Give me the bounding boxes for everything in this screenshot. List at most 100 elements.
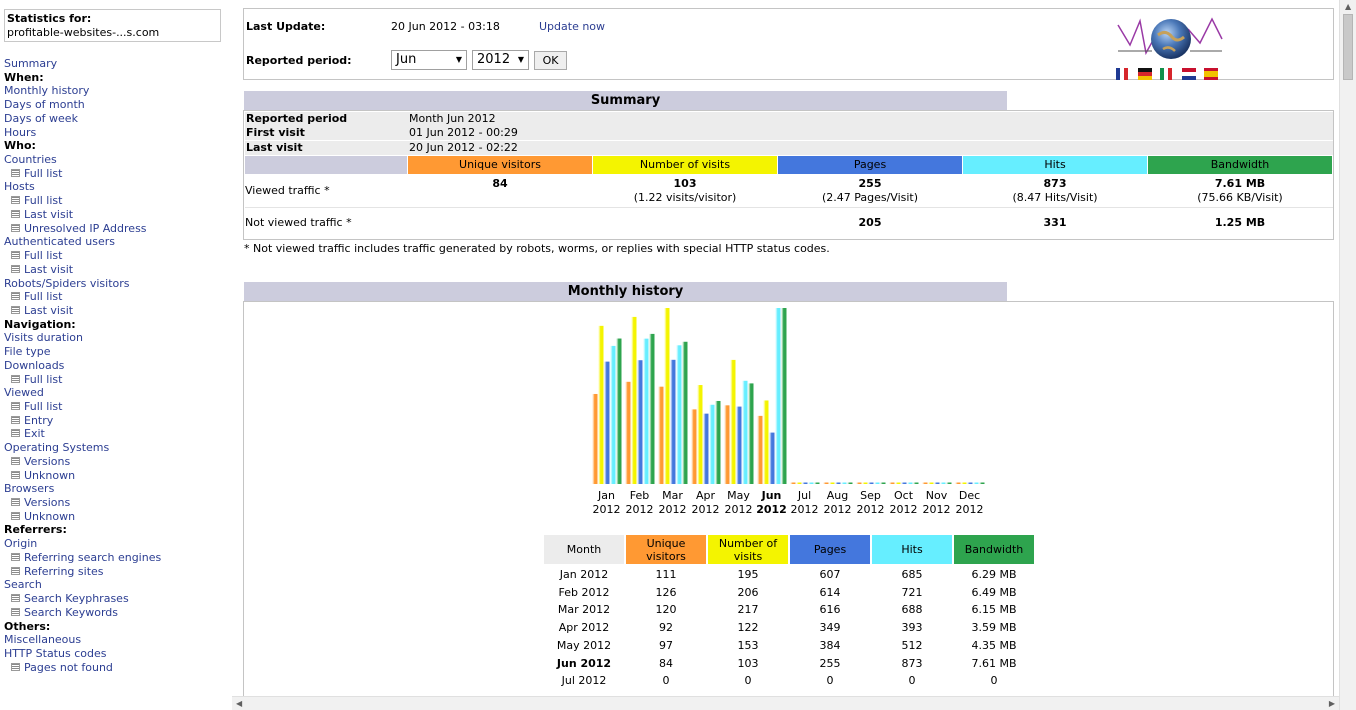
- menu-item-label: Hosts: [4, 180, 35, 194]
- menu-link[interactable]: HTTP Status codes: [4, 647, 106, 661]
- menu-link[interactable]: Operating Systems: [4, 441, 109, 455]
- bar-pages-jan: [604, 361, 610, 484]
- menu-subitem[interactable]: Full list: [11, 290, 62, 304]
- menu-subitem[interactable]: Search Keyphrases: [11, 592, 129, 606]
- table-cell-visits: 195: [737, 568, 759, 581]
- menu-subitem[interactable]: Entry: [11, 414, 53, 428]
- menu-link[interactable]: Hosts: [4, 180, 35, 194]
- menu-link[interactable]: Browsers: [4, 482, 54, 496]
- list-icon: [11, 662, 20, 671]
- menu-subitem[interactable]: Full list: [11, 400, 62, 414]
- month-name: Dec: [958, 489, 981, 502]
- menu-item-label: Last visit: [24, 262, 74, 276]
- month-axis-label: Apr 2012: [689, 489, 722, 517]
- menu-link[interactable]: Downloads: [4, 359, 64, 373]
- bar-bandwidth-aug: [847, 482, 853, 484]
- bar-unique-sep: [856, 482, 862, 484]
- summary-title: Summary: [244, 91, 1007, 110]
- scrollbar-thumb[interactable]: [1343, 14, 1353, 80]
- scroll-up-icon[interactable]: ▲: [1345, 2, 1352, 11]
- menu-subitem[interactable]: Full list: [11, 194, 62, 208]
- month-name: Jul: [797, 489, 812, 502]
- menu-subitem[interactable]: Last visit: [11, 304, 73, 318]
- reported-period-row-value: Month Jun 2012: [409, 112, 496, 125]
- menu-link[interactable]: Days of month: [4, 98, 85, 112]
- menu-link[interactable]: Monthly history: [4, 84, 89, 98]
- scroll-right-icon[interactable]: ▶: [1328, 699, 1335, 708]
- year-select[interactable]: 2012 ▼: [472, 50, 529, 70]
- menu-subitem[interactable]: Unresolved IP Address: [11, 222, 147, 236]
- month-select[interactable]: Jun ▼: [391, 50, 467, 70]
- menu-link[interactable]: Search: [4, 578, 42, 592]
- bar-pages-jun: [769, 432, 775, 484]
- menu-subitem[interactable]: Last visit: [11, 263, 73, 277]
- bar-visits-jun: [763, 400, 769, 484]
- bar-hits-feb: [643, 338, 649, 484]
- menu-item-label: Full list: [24, 400, 63, 413]
- menu-link[interactable]: Countries: [4, 153, 57, 167]
- month-axis-label: Feb 2012: [623, 489, 656, 517]
- viewed-bandwidth: 7.61 MB (75.66 KB/Visit): [1197, 177, 1283, 204]
- menu-subitem[interactable]: Search Keywords: [11, 606, 118, 620]
- month-axis-label: Nov 2012: [920, 489, 953, 517]
- header-pages: Pages: [778, 156, 962, 174]
- table-cell-visits: 122: [737, 621, 759, 635]
- bar-unique-aug: [823, 482, 829, 484]
- menu-item-label: Unknown: [24, 509, 76, 523]
- table-cell-hits: 873: [901, 656, 923, 670]
- bar-visits-oct: [895, 482, 901, 484]
- menu-link[interactable]: Miscellaneous: [4, 633, 81, 647]
- menu-link[interactable]: File type: [4, 345, 50, 359]
- bar-hits-apr: [709, 404, 715, 484]
- table-cell-bandwidth: 3.59 MB: [971, 621, 1017, 635]
- ok-button[interactable]: OK: [534, 51, 567, 70]
- month-year: 2012: [691, 503, 720, 516]
- table-cell-month: Jun 2012: [556, 656, 612, 670]
- month-year: 2012: [955, 503, 984, 516]
- menu-subitem[interactable]: Full list: [11, 373, 62, 387]
- menu-item-label: HTTP Status codes: [4, 646, 107, 660]
- bar-visits-aug: [829, 482, 835, 484]
- scroll-left-icon[interactable]: ◀: [236, 699, 243, 708]
- menu-item-label: Monthly history: [4, 84, 90, 98]
- bar-bandwidth-mar: [682, 341, 688, 484]
- menu-link[interactable]: Authenticated users: [4, 235, 115, 249]
- menu-subitem[interactable]: Versions: [11, 496, 70, 510]
- menu-link[interactable]: Viewed: [4, 386, 44, 400]
- menu-subitem[interactable]: Versions: [11, 455, 70, 469]
- menu-link[interactable]: Robots/Spiders visitors: [4, 277, 130, 291]
- table-cell-bandwidth: 6.15 MB: [971, 603, 1017, 617]
- menu-link[interactable]: Visits duration: [4, 331, 83, 345]
- menu-link[interactable]: Hours: [4, 126, 36, 140]
- table-cell-hits: 393: [901, 621, 923, 635]
- menu-subitem[interactable]: Unknown: [11, 510, 75, 524]
- menu-subitem[interactable]: Exit: [11, 427, 45, 441]
- menu-subitem[interactable]: Pages not found: [11, 661, 113, 675]
- menu-heading: Navigation:: [4, 318, 76, 332]
- menu-link[interactable]: Days of week: [4, 112, 78, 126]
- menu-subitem[interactable]: Unknown: [11, 469, 75, 483]
- month-name: Feb: [629, 489, 650, 502]
- menu-subitem[interactable]: Last visit: [11, 208, 73, 222]
- update-now-link[interactable]: Update now: [539, 20, 606, 33]
- bar-hits-sep: [874, 482, 880, 484]
- vertical-scrollbar[interactable]: ▲: [1339, 0, 1356, 710]
- menu-link[interactable]: Summary: [4, 57, 57, 71]
- bar-unique-apr: [691, 409, 697, 484]
- bar-hits-mar: [676, 345, 682, 484]
- menu-link[interactable]: Origin: [4, 537, 37, 551]
- bar-bandwidth-jan: [616, 338, 622, 484]
- monthly-history-title: Monthly history: [244, 282, 1007, 301]
- table-cell-hits: 0: [908, 674, 916, 688]
- menu-subitem[interactable]: Full list: [11, 167, 62, 181]
- menu-item-label: Miscellaneous: [4, 633, 82, 647]
- viewed-visits: 103 (1.22 visits/visitor): [633, 177, 737, 204]
- bar-bandwidth-apr: [715, 400, 721, 484]
- bar-visits-jul: [796, 482, 802, 484]
- month-year: 2012: [889, 503, 918, 516]
- menu-subitem[interactable]: Referring sites: [11, 565, 104, 579]
- horizontal-scrollbar[interactable]: ◀ ▶: [232, 696, 1339, 710]
- month-axis-label: Jan 2012: [590, 489, 623, 517]
- menu-subitem[interactable]: Full list: [11, 249, 62, 263]
- menu-subitem[interactable]: Referring search engines: [11, 551, 161, 565]
